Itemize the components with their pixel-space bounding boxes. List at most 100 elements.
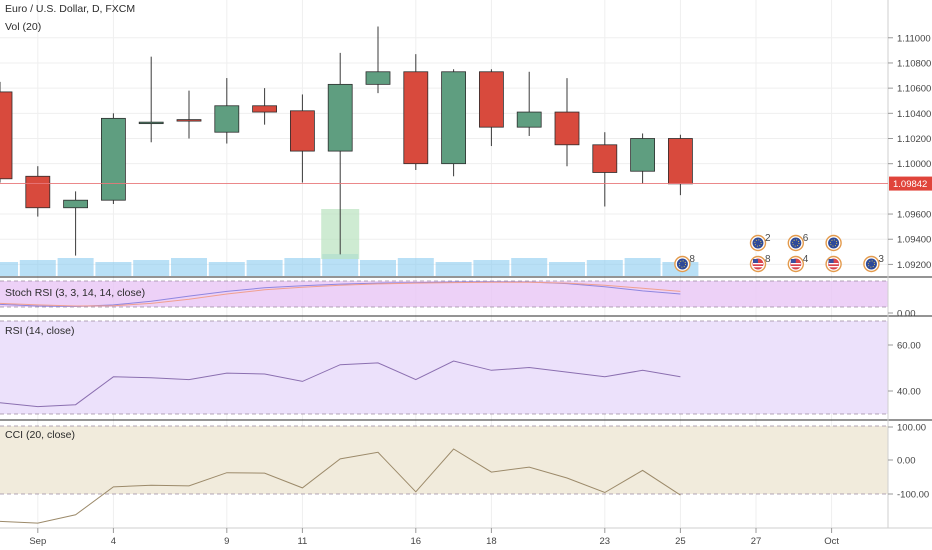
eu-flag-fill	[828, 237, 840, 249]
candle-body	[630, 138, 655, 172]
time-tick-label: 4	[111, 536, 116, 547]
candle[interactable]	[252, 88, 278, 125]
indicator-tick-label: 40.00	[897, 387, 921, 398]
time-tick-label: Sep	[29, 536, 46, 547]
volume-bar	[284, 258, 321, 276]
us-stripe	[790, 266, 801, 268]
time-tick-label: 25	[675, 536, 686, 547]
eu-stars	[867, 260, 876, 268]
us-stripe	[828, 266, 839, 268]
price-tick-label: 1.10400	[897, 109, 931, 120]
event-count: 4	[803, 254, 809, 265]
eu-stars	[792, 239, 800, 247]
price-tick-label: 1.10000	[897, 159, 931, 170]
time-axis[interactable]: Sep 4 9 11 16 18 23 25 27 Oct	[29, 528, 839, 547]
candle[interactable]	[478, 69, 504, 147]
volume-title: Vol (20)	[5, 21, 41, 33]
volume-bar	[360, 260, 396, 276]
eu-flag-fill	[865, 258, 877, 270]
candle[interactable]	[630, 133, 655, 184]
candle[interactable]	[668, 134, 693, 196]
price-axis[interactable]: 1.11000 1.10800 1.10600 1.10400 1.10200 1.100…	[888, 33, 931, 501]
volume-bar	[0, 262, 18, 276]
candle[interactable]	[176, 90, 202, 139]
event-count: 8	[689, 254, 695, 265]
volume-bar	[511, 258, 548, 276]
candle[interactable]	[25, 166, 51, 217]
time-tick-label: 11	[297, 536, 307, 547]
eu-stars	[678, 260, 687, 268]
us-flag-icon[interactable]: 4	[787, 254, 809, 273]
candle[interactable]	[365, 26, 391, 94]
indicator-tick-label: 0.00	[897, 309, 916, 320]
eu-stars	[829, 239, 838, 247]
candle-body	[365, 71, 391, 85]
candlestick-series	[0, 26, 693, 256]
volume-bar	[57, 258, 94, 276]
us-flag-icon[interactable]: 8	[749, 254, 772, 273]
stoch-d-line	[0, 281, 681, 307]
event-count: 8	[765, 254, 771, 265]
candle[interactable]	[441, 69, 467, 177]
stoch-rsi-title: Stoch RSI (3, 3, 14, 14, close)	[5, 287, 145, 299]
volume-bar	[322, 254, 359, 276]
candle[interactable]	[554, 78, 580, 167]
time-tick-label: 23	[600, 536, 611, 547]
candle-body	[25, 175, 51, 209]
us-stripe	[790, 263, 801, 265]
eu-stars	[754, 239, 762, 247]
candle[interactable]	[592, 132, 618, 207]
last-price-label	[889, 176, 932, 191]
candle-body	[101, 117, 126, 201]
indicator-tick-label: 60.00	[897, 341, 921, 352]
eu-flag-fill	[676, 258, 688, 270]
candle-body	[478, 71, 504, 128]
volume-bar	[208, 262, 245, 276]
candle-body	[403, 71, 429, 165]
candle-body	[592, 144, 618, 173]
price-tick-label: 1.09600	[897, 210, 931, 221]
indicator-tick-label: 100.00	[897, 423, 926, 434]
volume-bar	[549, 262, 585, 276]
indicator-lines	[0, 281, 681, 524]
price-tick-label: 1.10200	[897, 134, 931, 145]
candle-body	[138, 121, 164, 125]
candle[interactable]	[0, 81, 13, 183]
us-canton	[753, 259, 758, 263]
eu-flag-icon[interactable]: 3	[863, 254, 885, 273]
candle[interactable]	[289, 94, 315, 183]
candle-body	[0, 91, 13, 180]
candle[interactable]	[101, 113, 126, 204]
candle[interactable]	[63, 191, 88, 256]
candle[interactable]	[403, 54, 429, 170]
time-tick-label: 9	[224, 536, 229, 547]
eu-flag-icon[interactable]	[825, 234, 842, 252]
candle[interactable]	[214, 78, 240, 144]
price-tick-label: 1.10800	[897, 58, 931, 69]
eu-flag-icon[interactable]: 6	[787, 233, 809, 252]
candle[interactable]	[516, 71, 542, 136]
price-tick-label: 1.09200	[897, 260, 931, 271]
cci-title: CCI (20, close)	[5, 429, 75, 441]
eu-flag-fill	[752, 237, 764, 249]
time-tick-label: 27	[751, 536, 762, 547]
event-count: 6	[803, 233, 809, 244]
candle-body	[516, 111, 542, 128]
price-tick-label: 1.11000	[897, 33, 931, 44]
candle-body	[327, 83, 353, 152]
time-tick-label: Oct	[824, 536, 839, 547]
us-flag-icon[interactable]	[825, 255, 842, 273]
candle-body	[63, 199, 88, 209]
candle-body	[214, 105, 240, 133]
candle[interactable]	[138, 56, 164, 143]
us-stripe	[828, 263, 839, 265]
candle[interactable]	[327, 52, 353, 255]
eu-flag-icon[interactable]: 2	[749, 233, 772, 252]
volume-bar	[397, 258, 434, 276]
volume-bar	[435, 262, 472, 276]
eu-flag-icon[interactable]: 8	[674, 254, 696, 273]
candle-body	[289, 110, 315, 152]
indicator-tick-label: 0.00	[897, 456, 916, 467]
candle-body	[668, 138, 693, 185]
